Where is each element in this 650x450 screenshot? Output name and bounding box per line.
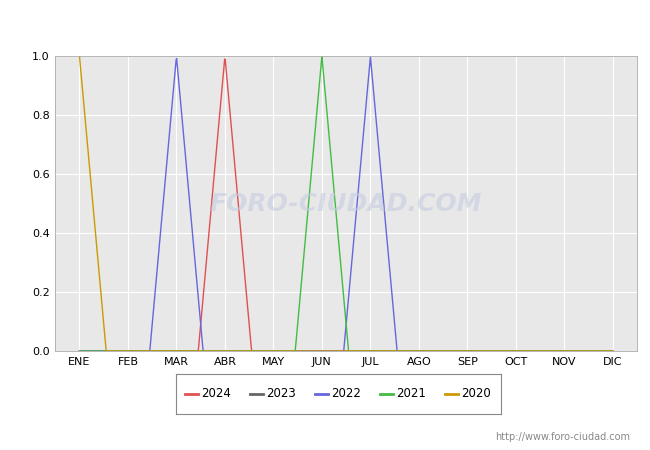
Text: http://www.foro-ciudad.com: http://www.foro-ciudad.com <box>495 432 630 442</box>
Text: 2021: 2021 <box>396 387 426 400</box>
Text: FORO-CIUDAD.COM: FORO-CIUDAD.COM <box>210 192 482 216</box>
Text: Matriculaciones de Vehiculos en Valdeprados: Matriculaciones de Vehiculos en Valdepra… <box>138 12 512 31</box>
Text: 2020: 2020 <box>462 387 491 400</box>
Text: 2022: 2022 <box>332 387 361 400</box>
Text: 2024: 2024 <box>202 387 231 400</box>
Text: 2023: 2023 <box>266 387 296 400</box>
